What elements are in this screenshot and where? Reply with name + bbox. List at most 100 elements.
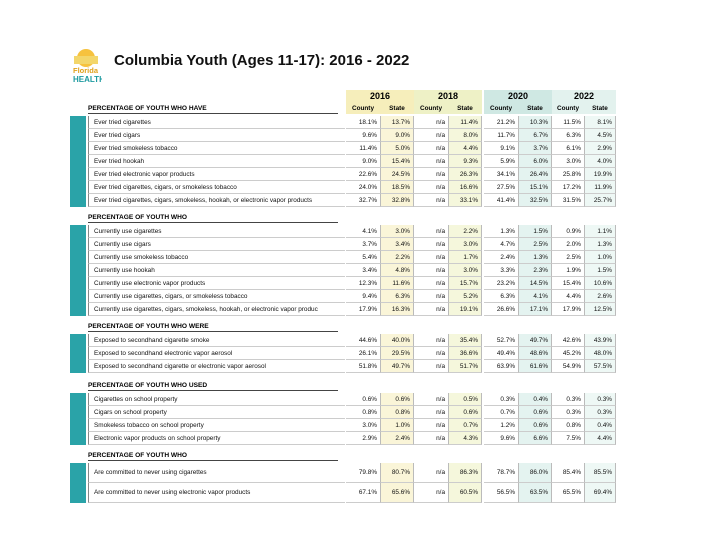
cell: 0.3% — [552, 393, 584, 406]
cell: 26.3% — [448, 168, 482, 181]
cell: 65.5% — [552, 483, 584, 503]
cell: 85.5% — [584, 463, 616, 483]
cell: 11.4% — [448, 116, 482, 129]
cell: 14.5% — [518, 277, 552, 290]
cell: 26.6% — [484, 303, 518, 316]
cell: 48.6% — [518, 347, 552, 360]
cell: 1.5% — [584, 264, 616, 277]
cell: 65.6% — [380, 483, 414, 503]
cell: 3.0% — [448, 264, 482, 277]
cell: 49.4% — [484, 347, 518, 360]
cell: 18.5% — [380, 181, 414, 194]
logo-text: Florida — [73, 66, 99, 75]
cell: n/a — [414, 290, 448, 303]
cell: 2.4% — [484, 251, 518, 264]
cell: 3.0% — [552, 155, 584, 168]
cell: 8.0% — [448, 129, 482, 142]
row-label: Are committed to never using electronic … — [88, 483, 345, 503]
cell: 9.1% — [484, 142, 518, 155]
cell: n/a — [414, 129, 448, 142]
column-header: State — [380, 103, 414, 114]
row-label: Smokeless tobacco on school property — [88, 419, 345, 432]
cell: 17.9% — [552, 303, 584, 316]
cell: 15.1% — [518, 181, 552, 194]
cell: 86.0% — [518, 463, 552, 483]
cell: 0.4% — [584, 419, 616, 432]
cell: 5.4% — [346, 251, 380, 264]
cell: 3.0% — [380, 225, 414, 238]
cell: 6.1% — [552, 142, 584, 155]
year-header: 2020 — [484, 90, 552, 103]
section-heading: PERCENTAGE OF YOUTH WHO — [88, 450, 338, 461]
cell: 78.7% — [484, 463, 518, 483]
cell: n/a — [414, 334, 448, 347]
cell: n/a — [414, 303, 448, 316]
cell: 6.3% — [552, 129, 584, 142]
cell: 45.2% — [552, 347, 584, 360]
row-label: Exposed to secondhand cigarette or elect… — [88, 360, 345, 373]
row-label: Ever tried smokeless tobacco — [88, 142, 345, 155]
row-label: Exposed to secondhand cigarette smoke — [88, 334, 345, 347]
column-header: County — [552, 103, 584, 114]
section-heading: PERCENTAGE OF YOUTH WHO USED — [88, 380, 338, 391]
row-label: Ever tried cigarettes, cigars, smokeless… — [88, 194, 345, 207]
cell: 67.1% — [346, 483, 380, 503]
cell: 33.1% — [448, 194, 482, 207]
cell: n/a — [414, 393, 448, 406]
cell: 51.8% — [346, 360, 380, 373]
column-header: County — [484, 103, 518, 114]
cell: 4.7% — [484, 238, 518, 251]
cell: 21.2% — [484, 116, 518, 129]
cell: 17.1% — [518, 303, 552, 316]
cell: n/a — [414, 194, 448, 207]
cell: n/a — [414, 406, 448, 419]
cell: 29.5% — [380, 347, 414, 360]
cell: 0.3% — [584, 406, 616, 419]
cell: 0.9% — [552, 225, 584, 238]
cell: 19.9% — [584, 168, 616, 181]
cell: n/a — [414, 347, 448, 360]
cell: n/a — [414, 277, 448, 290]
cell: 9.0% — [346, 155, 380, 168]
row-label: Ever tried electronic vapor products — [88, 168, 345, 181]
cell: 0.6% — [448, 406, 482, 419]
cell: 0.8% — [552, 419, 584, 432]
row-label: Exposed to secondhand electronic vapor a… — [88, 347, 345, 360]
cell: 2.2% — [448, 225, 482, 238]
cell: n/a — [414, 116, 448, 129]
cell: 3.4% — [346, 264, 380, 277]
cell: 34.1% — [484, 168, 518, 181]
row-label: Currently use cigarettes — [88, 225, 345, 238]
cell: 9.6% — [484, 432, 518, 445]
cell: 31.5% — [552, 194, 584, 207]
row-label: Electronic vapor products on school prop… — [88, 432, 345, 445]
cell: 6.6% — [518, 432, 552, 445]
cell: 12.3% — [346, 277, 380, 290]
cell: n/a — [414, 238, 448, 251]
row-label: Ever tried cigarettes — [88, 116, 345, 129]
cell: 0.7% — [448, 419, 482, 432]
cell: 11.9% — [584, 181, 616, 194]
cell: n/a — [414, 264, 448, 277]
cell: n/a — [414, 360, 448, 373]
row-label: Are committed to never using cigarettes — [88, 463, 345, 483]
cell: 17.2% — [552, 181, 584, 194]
cell: 2.2% — [380, 251, 414, 264]
cell: 24.5% — [380, 168, 414, 181]
cell: 19.1% — [448, 303, 482, 316]
cell: 9.4% — [346, 290, 380, 303]
column-header: State — [584, 103, 616, 114]
cell: 0.7% — [484, 406, 518, 419]
section-bar — [70, 463, 86, 503]
cell: 8.1% — [584, 116, 616, 129]
cell: 13.7% — [380, 116, 414, 129]
cell: 7.5% — [552, 432, 584, 445]
cell: 3.0% — [448, 238, 482, 251]
cell: n/a — [414, 432, 448, 445]
year-header: 2018 — [414, 90, 482, 103]
cell: 5.9% — [484, 155, 518, 168]
cell: 57.5% — [584, 360, 616, 373]
cell: 0.6% — [518, 419, 552, 432]
cell: 1.3% — [518, 251, 552, 264]
cell: n/a — [414, 181, 448, 194]
